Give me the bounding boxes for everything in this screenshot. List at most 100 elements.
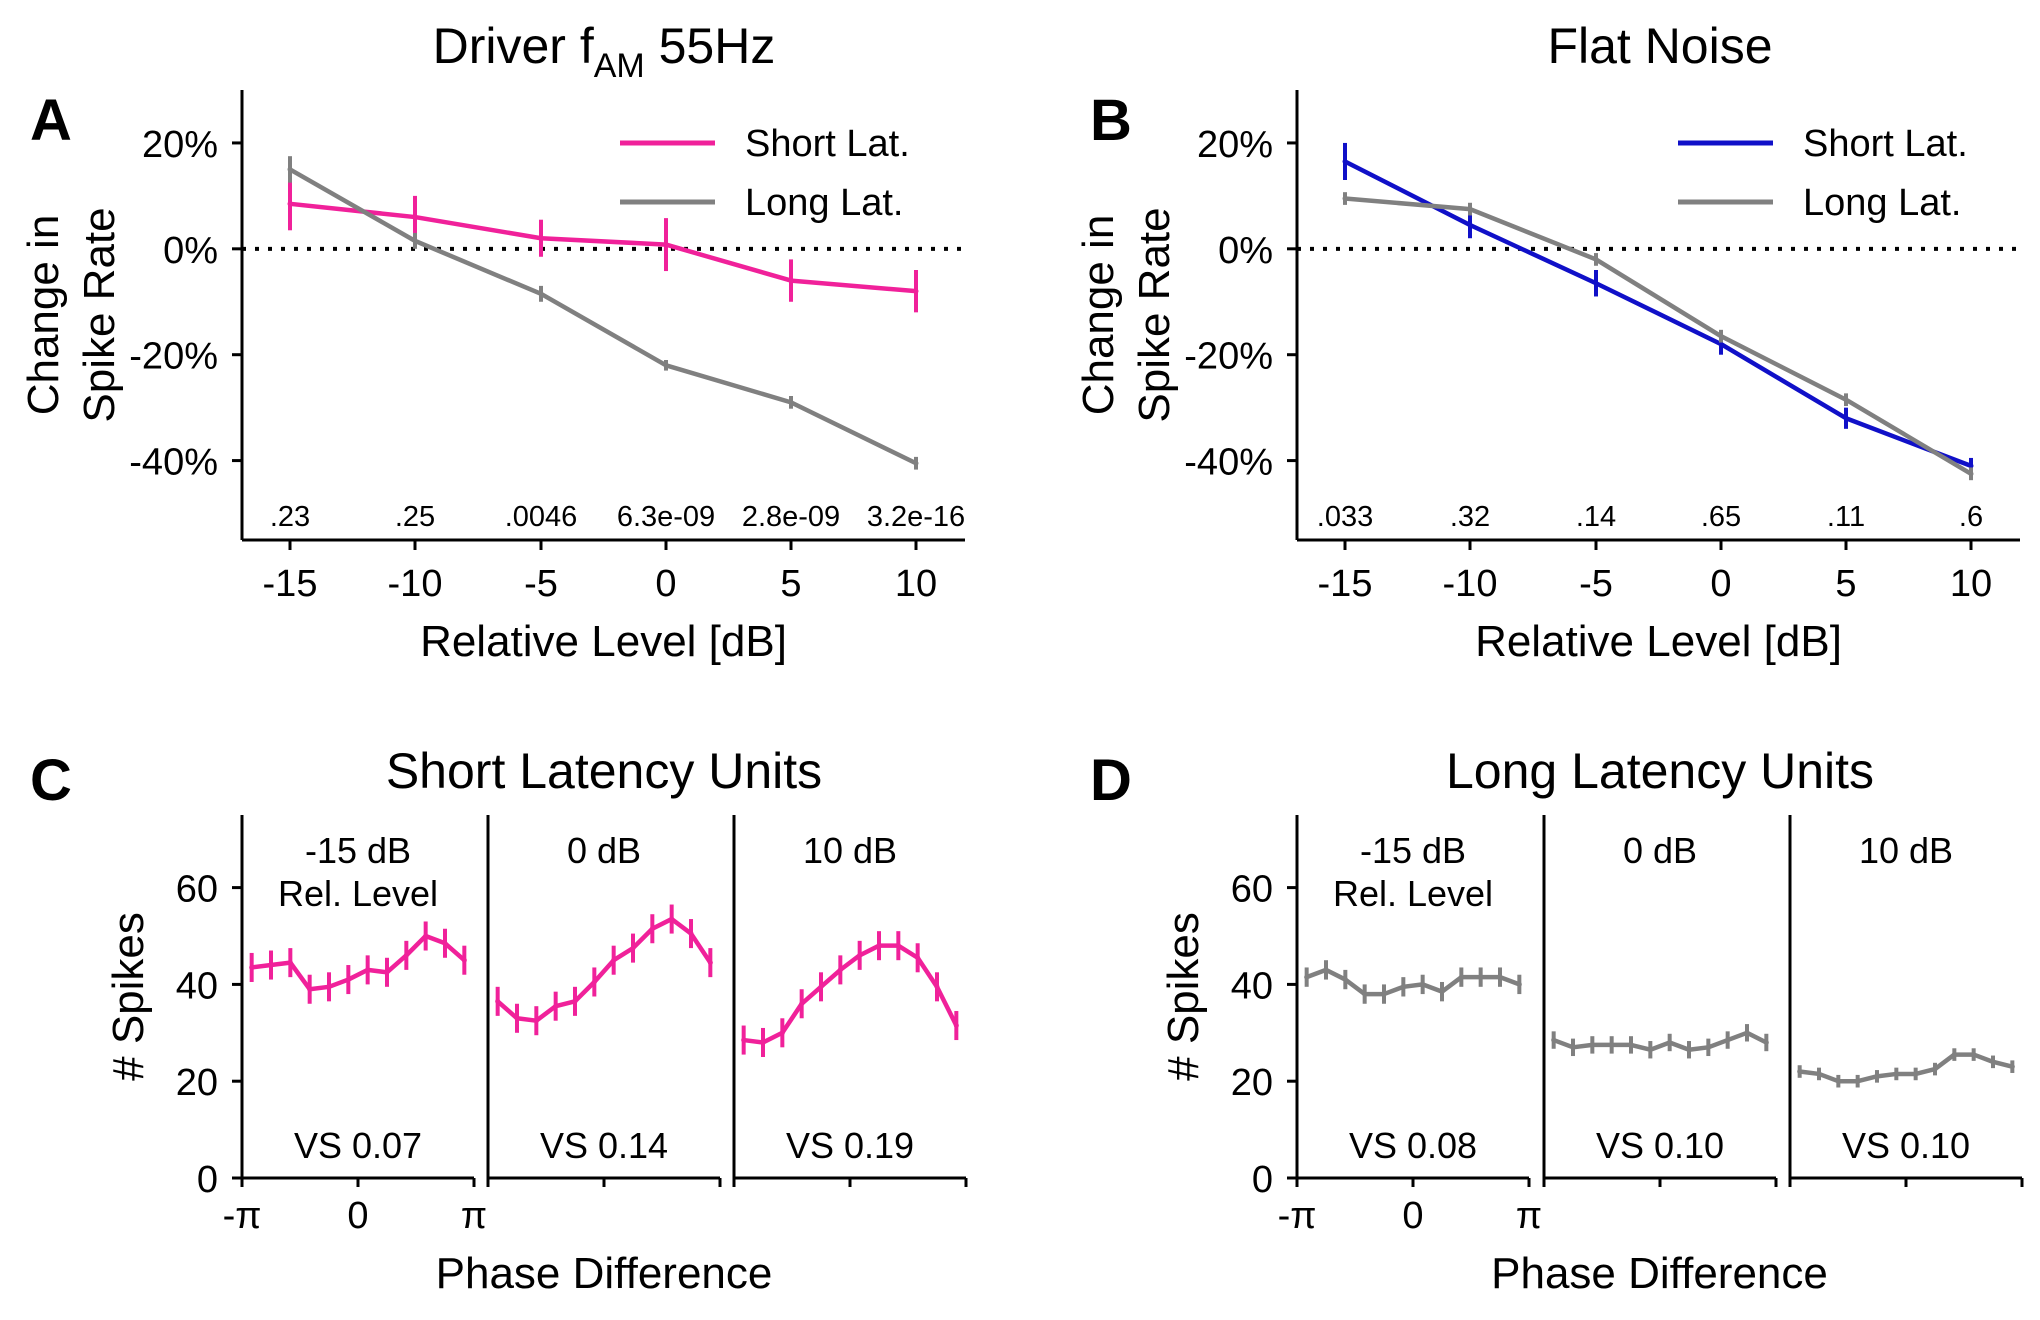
panel-letter-a: A bbox=[30, 88, 72, 153]
subplot-c-3: 10 dB VS 0.19 bbox=[732, 815, 968, 1187]
y-tick-label: 0 bbox=[197, 1159, 218, 1201]
data-point bbox=[1589, 1042, 1595, 1048]
data-point bbox=[1718, 333, 1724, 339]
series-line-long bbox=[1344, 196, 1973, 476]
data-point bbox=[611, 957, 617, 963]
data-point bbox=[1667, 1039, 1673, 1045]
data-point bbox=[1718, 341, 1724, 347]
phase-series-line bbox=[1305, 967, 1521, 997]
y-tick-label: 60 bbox=[176, 869, 218, 911]
data-point bbox=[1816, 1071, 1822, 1077]
data-point bbox=[553, 1003, 559, 1009]
y-tick-label: 0% bbox=[1218, 230, 1273, 272]
data-point bbox=[1323, 967, 1329, 973]
data-point bbox=[1855, 1078, 1861, 1084]
vector-strength-label: VS 0.14 bbox=[540, 1125, 668, 1166]
data-point bbox=[1990, 1059, 1996, 1065]
data-point bbox=[1467, 206, 1473, 212]
p-value-label: 6.3e-09 bbox=[617, 501, 715, 533]
vector-strength-label: VS 0.07 bbox=[294, 1125, 422, 1166]
data-point bbox=[1893, 1071, 1899, 1077]
subplot-d-2: 0 dB VS 0.10 bbox=[1542, 815, 1778, 1187]
x-tick-label: -5 bbox=[524, 563, 558, 605]
data-point bbox=[1725, 1037, 1731, 1043]
data-point bbox=[1971, 1052, 1977, 1058]
subplot-level-label: 10 dB bbox=[803, 830, 897, 871]
data-point bbox=[1628, 1042, 1634, 1048]
p-value-label: 3.2e-16 bbox=[867, 501, 965, 533]
p-value-label: .65 bbox=[1701, 501, 1741, 533]
phase-series-line bbox=[743, 943, 959, 1045]
data-point bbox=[403, 952, 409, 958]
panel-a-title: Driver fAM 55Hz bbox=[433, 18, 776, 85]
subplot-level-label: 0 dB bbox=[1623, 830, 1697, 871]
data-point bbox=[1342, 158, 1348, 164]
y-tick-label: -20% bbox=[1184, 336, 1273, 378]
data-point bbox=[741, 1037, 747, 1043]
subplot-level-label: 0 dB bbox=[567, 830, 641, 871]
x-tick-label: 5 bbox=[780, 563, 801, 605]
data-point bbox=[1570, 1044, 1576, 1050]
x-axis-label: Relative Level [dB] bbox=[1475, 617, 1842, 666]
series-line-short bbox=[1343, 159, 1972, 468]
y-tick-label: 20 bbox=[1231, 1062, 1273, 1104]
data-point bbox=[1497, 974, 1503, 980]
data-point bbox=[442, 940, 448, 946]
data-point bbox=[915, 955, 921, 961]
data-point bbox=[1874, 1073, 1880, 1079]
level-charts: 20% 0% -20% -40% -15 -10 -5 0 5 10 Relative Level … bbox=[19, 90, 2020, 666]
data-point bbox=[1593, 280, 1599, 286]
subplot-level-label: -15 dB bbox=[305, 830, 411, 871]
y-tick-label: 20 bbox=[176, 1062, 218, 1104]
x-axis-label: Phase Difference bbox=[1491, 1249, 1828, 1298]
data-point bbox=[953, 1023, 959, 1029]
data-point bbox=[1304, 974, 1310, 980]
panel-letter-d: D bbox=[1090, 748, 1132, 813]
data-point bbox=[268, 962, 274, 968]
y-axis-label: Change in Spike Rate bbox=[19, 207, 124, 422]
data-point bbox=[760, 1039, 766, 1045]
data-point bbox=[663, 242, 669, 248]
legend-label: Long Lat. bbox=[745, 182, 903, 224]
panel-letter-b: B bbox=[1090, 88, 1132, 153]
panel-a-title-tail: 55Hz bbox=[645, 18, 776, 74]
data-point bbox=[837, 967, 843, 973]
series-line-long bbox=[288, 167, 917, 466]
data-point bbox=[1763, 1039, 1769, 1045]
data-point bbox=[412, 238, 418, 244]
x-tick-label: π bbox=[1516, 1195, 1542, 1237]
legend-label: Short Lat. bbox=[1803, 123, 1968, 165]
phase-series-line bbox=[251, 933, 466, 992]
panel-c-title: Short Latency Units bbox=[386, 743, 822, 799]
data-point bbox=[591, 979, 597, 985]
data-point bbox=[495, 998, 501, 1004]
panel-b: 20% 0% -20% -40% -15 -10 -5 0 5 10 Relative Level … bbox=[1074, 90, 2020, 666]
data-point bbox=[1467, 222, 1473, 228]
p-value-label: .11 bbox=[1827, 501, 1865, 533]
data-point bbox=[857, 952, 863, 958]
p-value-label: 2.8e-09 bbox=[742, 501, 840, 533]
y-tick-label: -40% bbox=[129, 442, 218, 484]
y-tick-label: 40 bbox=[176, 965, 218, 1007]
series-line-short bbox=[289, 201, 917, 294]
x-tick-label: -π bbox=[1278, 1195, 1317, 1237]
subplot-level-label-2: Rel. Level bbox=[1333, 873, 1493, 914]
data-point bbox=[788, 399, 794, 405]
y-axis-label-line: Spike Rate bbox=[1130, 207, 1179, 422]
data-point bbox=[688, 931, 694, 937]
p-value-label: .0046 bbox=[505, 501, 578, 533]
data-point bbox=[412, 214, 418, 220]
x-tick-label: 0 bbox=[1710, 563, 1731, 605]
vector-strength-label: VS 0.10 bbox=[1596, 1125, 1724, 1166]
data-point bbox=[1439, 989, 1445, 995]
data-point bbox=[913, 460, 919, 466]
y-axis-label-line: Spike Rate bbox=[75, 207, 124, 422]
x-tick-label: 0 bbox=[1402, 1195, 1423, 1237]
x-tick-label: 5 bbox=[1835, 563, 1856, 605]
data-point bbox=[707, 960, 713, 966]
legend-label: Short Lat. bbox=[745, 123, 910, 165]
data-point bbox=[1342, 977, 1348, 983]
